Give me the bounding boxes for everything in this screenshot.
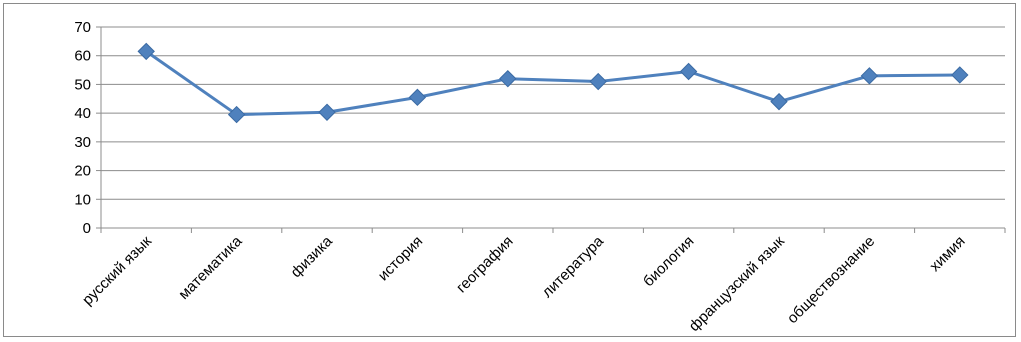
series-group	[137, 42, 969, 124]
data-point	[770, 92, 788, 111]
data-point	[499, 69, 517, 88]
data-point	[679, 62, 698, 81]
y-tick-label: 60	[74, 48, 91, 65]
y-tick-label: 50	[74, 76, 91, 93]
x-tick-label: обществознание	[784, 233, 878, 327]
x-tick-labels: русский язык математика физика история геогр…	[79, 232, 969, 335]
x-tick-label: русский язык	[79, 233, 155, 309]
y-tick-label: 20	[74, 163, 91, 180]
y-tick-label: 10	[74, 191, 91, 208]
chart-frame	[3, 3, 1016, 337]
x-tick-label: биология	[640, 233, 697, 290]
data-point	[860, 67, 879, 85]
x-tick-label: литература	[539, 232, 608, 301]
y-tick-label: 40	[74, 105, 91, 122]
data-point	[589, 72, 607, 91]
x-tick-label: физика	[288, 232, 337, 281]
axes	[96, 26, 1006, 233]
gridlines	[101, 26, 1005, 200]
y-tick-label: 70	[74, 19, 91, 36]
data-point	[137, 42, 155, 61]
data-point	[408, 88, 427, 107]
y-tick-label: 30	[74, 134, 91, 151]
data-point	[318, 103, 336, 121]
x-tick-label: история	[375, 233, 426, 284]
data-point	[227, 105, 246, 124]
series-line	[145, 50, 960, 117]
data-point	[951, 66, 969, 84]
x-tick-label: французский язык	[686, 233, 788, 335]
y-tick-label: 0	[83, 220, 91, 237]
y-tick-labels: 0 10 20 30 40 50 60 70	[74, 19, 91, 237]
x-tick-label: химия	[926, 233, 968, 275]
x-tick-label: математика	[175, 232, 246, 303]
x-tick-label: география	[453, 233, 517, 297]
